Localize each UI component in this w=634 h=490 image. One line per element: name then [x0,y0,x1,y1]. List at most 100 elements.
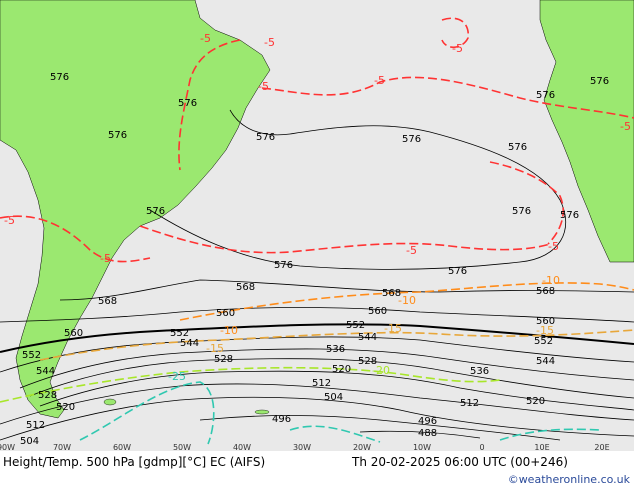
height-label: 576 [178,98,197,109]
contour-488 [359,430,481,439]
height-label: 552 [170,328,189,339]
height-label: 576 [256,132,275,143]
height-label: 488 [418,428,437,439]
temp-label: -5 [374,74,385,87]
lon-label: 40W [232,443,252,452]
island-south-georgia [254,409,270,415]
lon-label: 90W [0,443,16,452]
contour-560 [0,307,634,323]
height-label: 576 [50,72,69,83]
contour-544 [0,336,634,373]
height-label: 568 [536,286,555,297]
temp-label: -5 [620,120,631,133]
contour-496 [199,415,561,441]
height-label: 576 [402,134,421,145]
height-label: 576 [590,76,609,87]
height-contours [0,109,634,441]
map-canvas: 576 576 576 576 576 576 576 576 576 576 … [0,0,634,452]
lon-label: 20W [352,443,372,452]
height-label: 520 [56,402,75,413]
lon-label: 10E [534,443,550,452]
height-label: 568 [98,296,117,307]
map-footer: Height/Temp. 500 hPa [gdmp][°C] EC (AIFS… [0,451,634,490]
contour-504 [0,396,634,441]
temp-contour-neg25 [79,381,601,445]
temp-contour-neg20 [0,366,501,403]
height-label: 568 [236,282,255,293]
height-label: 520 [332,364,351,375]
longitude-axis: 90W 70W 60W 50W 40W 30W 20W 10W 0 10E 20… [0,443,634,453]
height-label: 552 [346,320,365,331]
temp-contour-neg5-south [139,225,551,254]
height-label: 576 [108,130,127,141]
temp-label: -5 [258,80,269,93]
height-label: 512 [312,378,331,389]
temp-label: -15 [384,322,402,335]
temp-label: -10 [398,294,416,307]
lon-label: 50W [172,443,192,452]
temp-contour-neg15 [39,329,634,361]
credit-link[interactable]: ©weatheronline.co.uk [507,473,630,486]
temp-contour-neg5-island [441,17,469,49]
temp-contour-neg5-brazil [178,39,241,171]
temp-label: -5 [100,252,111,265]
height-label: 504 [20,436,39,447]
temp-label: -10 [220,324,238,337]
temp-contour-neg5-west [0,215,151,263]
contour-528 [29,358,634,399]
temp-label: -5 [406,244,417,257]
height-label: 544 [180,338,199,349]
height-label: 544 [536,356,555,367]
height-label: 576 [536,90,555,101]
height-label: 504 [324,392,343,403]
temp-contour-neg10 [179,282,634,321]
temp-contour-neg5-north [261,76,634,119]
height-label: 528 [358,356,377,367]
contour-576 [149,109,567,270]
island-falklands [103,398,117,406]
height-label: 496 [418,416,437,427]
height-label: 576 [512,206,531,217]
height-label: 544 [36,366,55,377]
temp-label: -20 [372,364,390,377]
temp-label: -5 [548,240,559,253]
lon-label: 70W [52,443,72,452]
height-label: 560 [368,306,387,317]
valid-time: Th 20-02-2025 06:00 UTC (00+246) [352,455,568,469]
height-label: 560 [64,328,83,339]
temp-label: -25 [168,370,186,383]
height-label: 568 [382,288,401,299]
land-south-america [0,0,271,419]
height-labels: 576 576 576 576 576 576 576 576 576 576 … [20,72,609,447]
height-label: 528 [38,390,57,401]
temp-label: -5 [264,36,275,49]
lon-label: 10W [412,443,432,452]
temp-label: -15 [206,342,224,355]
height-label: 552 [22,350,41,361]
temp-label: -10 [542,274,560,287]
temperature-contours [0,17,634,445]
height-label: 560 [216,308,235,319]
lon-label: 0 [479,443,485,452]
temp-label: -5 [4,214,15,227]
height-label: 576 [560,210,579,221]
lon-label: 20E [594,443,610,452]
temperature-labels: -5 -5 -5 -5 -5 -5 -5 -5 -5 -5 -10 -10 -1… [4,32,631,383]
contour-520 [39,370,634,411]
height-label: 576 [448,266,467,277]
height-label: 552 [534,336,553,347]
height-label: 528 [214,354,233,365]
height-label: 576 [146,206,165,217]
lon-label: 30W [292,443,312,452]
map-title: Height/Temp. 500 hPa [gdmp][°C] EC (AIFS… [3,455,266,469]
temp-label: -5 [200,32,211,45]
contour-512 [0,383,634,425]
contour-568 [59,279,634,301]
height-label: 520 [526,396,545,407]
height-label: 544 [358,332,377,343]
temp-contour-neg5-africa [489,161,564,245]
height-label: 560 [536,316,555,327]
height-label: 512 [26,420,45,431]
temp-label: -15 [536,324,554,337]
